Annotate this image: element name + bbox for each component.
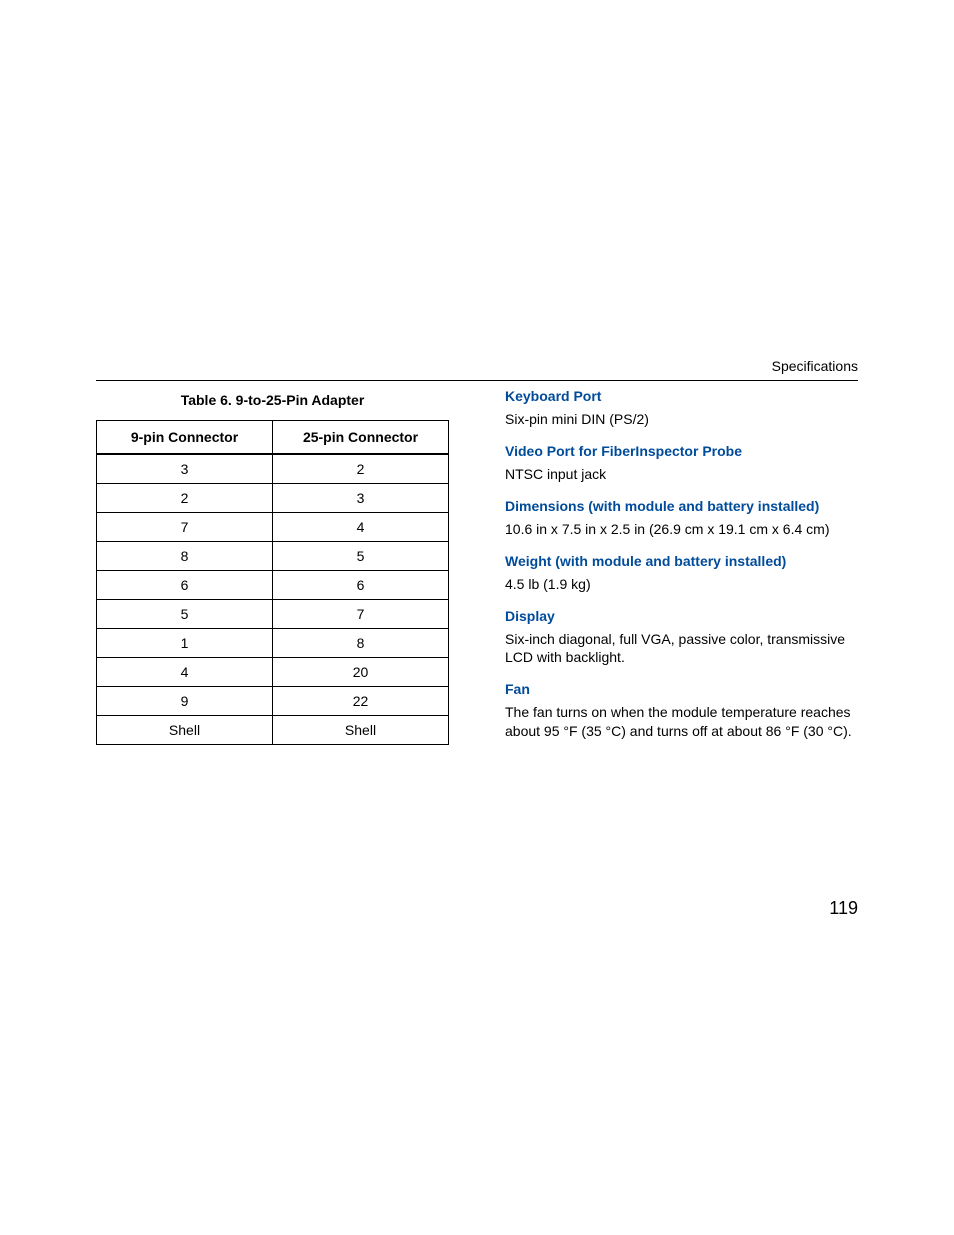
- table-row: 23: [97, 484, 449, 513]
- left-column: Table 6. 9-to-25-Pin Adapter 9-pin Conne…: [96, 388, 449, 755]
- table-cell: 22: [273, 687, 449, 716]
- table-header-row: 9-pin Connector 25-pin Connector: [97, 421, 449, 455]
- table-cell: 8: [97, 542, 273, 571]
- table-cell: 8: [273, 629, 449, 658]
- spec-body: The fan turns on when the module tempera…: [505, 703, 858, 741]
- table-cell: 3: [97, 454, 273, 484]
- page: Specifications Table 6. 9-to-25-Pin Adap…: [0, 0, 954, 1235]
- table-row: 922: [97, 687, 449, 716]
- spec-heading-keyboard-port: Keyboard Port: [505, 388, 858, 404]
- spec-body: 4.5 lb (1.9 kg): [505, 575, 858, 594]
- spec-heading-display: Display: [505, 608, 858, 624]
- spec-heading-dimensions: Dimensions (with module and battery inst…: [505, 498, 858, 514]
- page-number: 119: [829, 898, 858, 919]
- header-rule: [96, 380, 858, 381]
- table-cell: 7: [273, 600, 449, 629]
- table-cell: 1: [97, 629, 273, 658]
- table-cell: 7: [97, 513, 273, 542]
- spec-body: NTSC input jack: [505, 465, 858, 484]
- table-cell: 5: [273, 542, 449, 571]
- header-section-label: Specifications: [96, 358, 858, 380]
- table-row: 32: [97, 454, 449, 484]
- table-cell: 6: [273, 571, 449, 600]
- table-row: 66: [97, 571, 449, 600]
- table-cell: 2: [97, 484, 273, 513]
- spec-body: 10.6 in x 7.5 in x 2.5 in (26.9 cm x 19.…: [505, 520, 858, 539]
- table-cell: Shell: [97, 716, 273, 745]
- content-columns: Table 6. 9-to-25-Pin Adapter 9-pin Conne…: [96, 388, 858, 755]
- table-row: ShellShell: [97, 716, 449, 745]
- pin-adapter-table: 9-pin Connector 25-pin Connector 32 23 7…: [96, 420, 449, 745]
- table-row: 18: [97, 629, 449, 658]
- table-cell: Shell: [273, 716, 449, 745]
- spec-heading-weight: Weight (with module and battery installe…: [505, 553, 858, 569]
- table-caption: Table 6. 9-to-25-Pin Adapter: [96, 392, 449, 408]
- table-header-cell: 9-pin Connector: [97, 421, 273, 455]
- table-row: 74: [97, 513, 449, 542]
- spec-heading-fan: Fan: [505, 681, 858, 697]
- table-cell: 4: [273, 513, 449, 542]
- table-row: 420: [97, 658, 449, 687]
- right-column: Keyboard Port Six-pin mini DIN (PS/2) Vi…: [505, 388, 858, 755]
- spec-body: Six-pin mini DIN (PS/2): [505, 410, 858, 429]
- table-header-cell: 25-pin Connector: [273, 421, 449, 455]
- table-cell: 5: [97, 600, 273, 629]
- table-cell: 3: [273, 484, 449, 513]
- table-cell: 20: [273, 658, 449, 687]
- table-cell: 4: [97, 658, 273, 687]
- table-cell: 6: [97, 571, 273, 600]
- table-row: 85: [97, 542, 449, 571]
- table-row: 57: [97, 600, 449, 629]
- running-header: Specifications: [96, 358, 858, 381]
- spec-heading-video-port: Video Port for FiberInspector Probe: [505, 443, 858, 459]
- spec-body: Six-inch diagonal, full VGA, passive col…: [505, 630, 858, 668]
- table-cell: 9: [97, 687, 273, 716]
- table-cell: 2: [273, 454, 449, 484]
